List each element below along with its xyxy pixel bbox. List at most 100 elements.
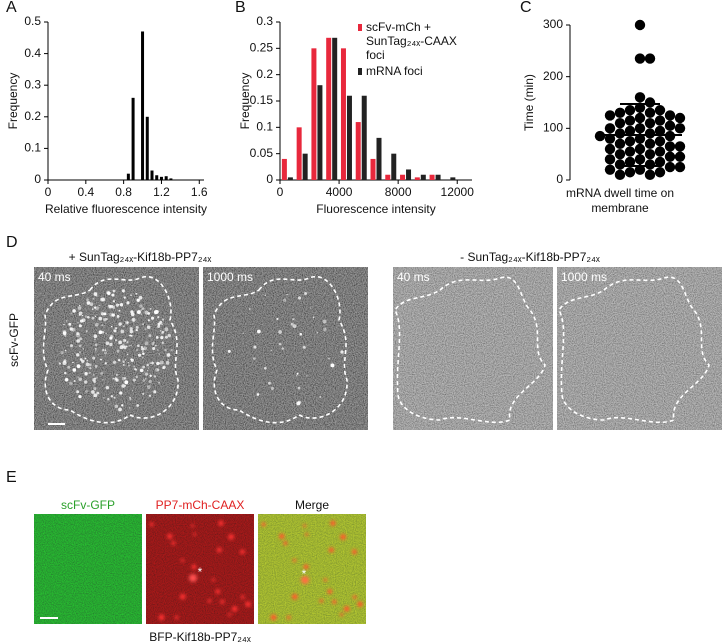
bar — [429, 174, 435, 180]
spot — [322, 319, 327, 324]
spot — [72, 361, 74, 364]
spot — [239, 549, 245, 555]
spot — [103, 312, 107, 316]
spot — [121, 344, 126, 348]
image-label: 40 ms — [397, 270, 430, 284]
dot — [604, 133, 616, 144]
spot — [306, 375, 308, 377]
bar — [414, 177, 420, 180]
spot — [93, 393, 98, 398]
bar — [435, 174, 441, 180]
spot — [155, 336, 159, 339]
spot — [78, 395, 82, 399]
spot — [164, 327, 169, 332]
spot — [64, 371, 67, 375]
spot — [303, 524, 307, 528]
spot — [82, 348, 85, 350]
spot — [136, 404, 140, 407]
spot — [291, 593, 298, 600]
spot — [278, 342, 282, 346]
bar — [406, 169, 412, 180]
y-tick-label: 300 — [543, 17, 563, 31]
dot — [654, 115, 666, 126]
spot — [142, 365, 146, 369]
spot — [131, 389, 134, 392]
spot — [102, 379, 104, 381]
spot — [167, 333, 172, 338]
spot — [85, 390, 88, 393]
spot — [108, 305, 112, 309]
spot — [85, 330, 88, 333]
spot — [68, 322, 72, 326]
spot — [135, 375, 139, 379]
spot — [105, 386, 110, 390]
spot — [129, 398, 132, 401]
spot — [161, 318, 165, 321]
outline — [211, 275, 348, 424]
spot — [142, 352, 145, 355]
spot — [158, 614, 165, 621]
spot — [153, 390, 157, 394]
dot — [614, 117, 626, 129]
spot — [129, 396, 132, 399]
dot — [604, 164, 616, 175]
spot — [112, 377, 115, 380]
dot — [674, 123, 686, 134]
dot — [604, 110, 616, 121]
spot — [103, 397, 105, 399]
spot — [157, 316, 160, 319]
bar — [370, 158, 376, 180]
spot — [118, 322, 122, 326]
spot — [319, 396, 321, 398]
outline — [558, 276, 710, 424]
x-category: mRNA dwell time on membrane — [565, 186, 675, 215]
bar — [317, 85, 323, 180]
dot — [654, 156, 666, 168]
spot — [149, 522, 154, 527]
spot — [148, 334, 152, 338]
spot — [70, 344, 74, 348]
dot — [614, 138, 626, 150]
spot — [95, 366, 97, 368]
spot — [261, 522, 266, 527]
spot — [290, 322, 294, 326]
x-tick-label: 0 — [277, 185, 284, 199]
dot — [644, 159, 656, 170]
x-axis-label: Fluorescence intensity — [316, 202, 435, 216]
spot — [191, 564, 197, 570]
spot — [78, 344, 82, 348]
spot — [143, 346, 147, 351]
dot — [654, 125, 666, 137]
spot — [227, 349, 231, 353]
spot — [78, 324, 82, 328]
dot — [644, 138, 656, 150]
spot — [216, 547, 222, 553]
spot — [286, 294, 288, 296]
spot — [312, 316, 315, 319]
dot — [624, 125, 636, 137]
bar — [155, 175, 159, 180]
spot — [155, 368, 159, 372]
y-axis-label: Time (min) — [522, 74, 536, 131]
spot — [110, 325, 113, 328]
spot — [136, 298, 140, 302]
cell-outlines — [42, 275, 710, 424]
x-tick-label: 0.4 — [77, 185, 94, 199]
bar — [169, 178, 173, 180]
spot — [130, 344, 132, 347]
spot — [62, 331, 67, 336]
spot — [115, 378, 119, 382]
image — [34, 514, 142, 624]
spot — [94, 322, 99, 327]
spot — [79, 337, 83, 341]
image-label: 40 ms — [38, 270, 71, 284]
bar — [145, 116, 149, 180]
spot — [94, 338, 96, 341]
caption: BFP-Kif18b-PP7₂₄ₓ — [149, 630, 251, 644]
dot — [654, 146, 666, 157]
spot — [73, 379, 76, 383]
outline — [42, 275, 179, 424]
spot — [106, 290, 110, 295]
spot — [119, 391, 123, 395]
spot — [85, 362, 90, 367]
